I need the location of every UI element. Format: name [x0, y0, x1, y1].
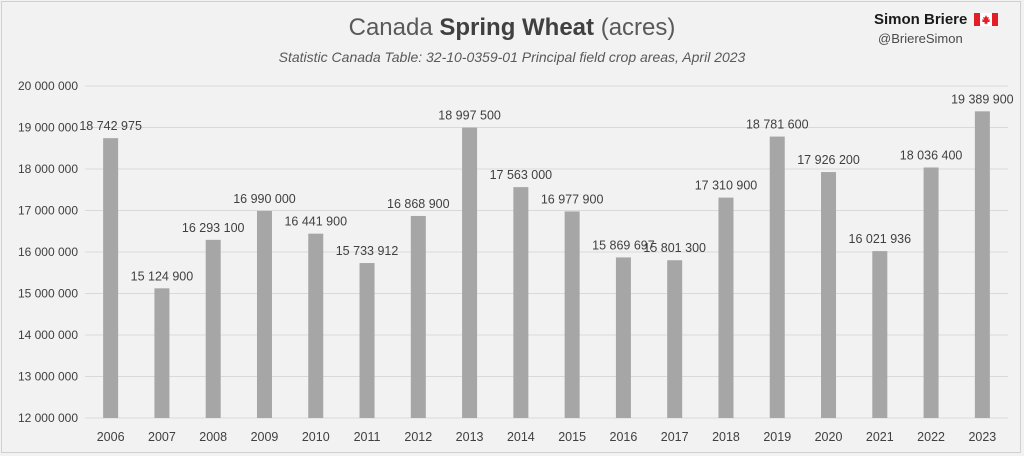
chart-title: Canada Spring Wheat (acres)	[0, 14, 1024, 42]
y-axis: 12 000 000 13 000 000 14 000 000 15 000 000…	[18, 79, 78, 425]
brand-handle: @BriereSimon	[878, 31, 963, 46]
data-label-2011: 15 733 912	[336, 244, 399, 258]
data-label-2010: 16 441 900	[284, 215, 347, 229]
bar-2017	[667, 260, 683, 418]
x-tick-label: 2023	[968, 430, 996, 444]
bar-2016	[615, 257, 631, 418]
title-unit: (acres)	[600, 14, 676, 41]
data-label-2008: 16 293 100	[182, 221, 245, 235]
y-tick-label: 16 000 000	[18, 245, 78, 259]
data-label-2007: 15 124 900	[131, 269, 194, 283]
data-label-2021: 16 021 936	[849, 232, 912, 246]
x-tick-label: 2010	[302, 430, 330, 444]
data-label-2016: 15 869 697	[592, 238, 655, 252]
grid-lines	[85, 85, 1008, 419]
bars	[103, 111, 990, 418]
y-tick-label: 20 000 000	[18, 79, 78, 93]
data-label-2022: 18 036 400	[900, 148, 963, 162]
x-tick-label: 2020	[815, 430, 843, 444]
brand-block: Simon Briere @BriereSimon	[874, 11, 1014, 46]
data-label-2009: 16 990 000	[233, 192, 296, 206]
x-tick-label: 2014	[507, 430, 535, 444]
brand-name-row: Simon Briere	[874, 11, 1014, 28]
brand-name: Simon Briere	[874, 11, 968, 28]
bar-2006	[103, 138, 119, 418]
x-tick-label: 2018	[712, 430, 740, 444]
data-label-2020: 17 926 200	[797, 153, 860, 167]
data-label-2006: 18 742 975	[79, 119, 142, 133]
x-axis: 2006 2007 2008 2009 2010 2011 2012 2013 2014 2015…	[97, 430, 997, 444]
y-tick-label: 13 000 000	[18, 370, 78, 384]
x-tick-label: 2013	[456, 430, 484, 444]
bar-2019	[769, 136, 785, 418]
bar-2020	[821, 172, 837, 418]
bar-2012	[410, 215, 426, 418]
data-label-2023: 19 389 900	[951, 92, 1014, 106]
bar-2015	[564, 211, 580, 418]
data-label-2013: 18 997 500	[438, 109, 501, 123]
data-label-2018: 17 310 900	[695, 179, 758, 193]
data-label-2015: 16 977 900	[541, 192, 604, 206]
data-label-2017: 15 801 300	[643, 241, 706, 255]
bar-2011	[359, 263, 375, 418]
y-tick-label: 14 000 000	[18, 328, 78, 342]
x-tick-label: 2006	[97, 430, 125, 444]
canada-flag-icon	[974, 13, 999, 26]
title-plain: Canada	[348, 14, 433, 41]
bar-2023	[974, 111, 990, 418]
data-labels: 18 742 975 15 124 900 16 293 100 16 990 000…	[79, 92, 1013, 283]
bar-2010	[308, 233, 324, 418]
y-tick-label: 19 000 000	[18, 121, 78, 135]
data-label-2019: 18 781 600	[746, 118, 809, 132]
y-tick-label: 17 000 000	[18, 204, 78, 218]
x-tick-label: 2022	[917, 430, 945, 444]
y-tick-label: 12 000 000	[18, 411, 78, 425]
data-label-2014: 17 563 000	[490, 168, 553, 182]
x-tick-label: 2009	[251, 430, 279, 444]
x-tick-label: 2021	[866, 430, 894, 444]
bar-2009	[256, 210, 272, 418]
x-tick-label: 2007	[148, 430, 176, 444]
data-label-2012: 16 868 900	[387, 197, 450, 211]
x-tick-label: 2008	[199, 430, 227, 444]
x-tick-label: 2019	[763, 430, 791, 444]
bar-2014	[513, 187, 529, 418]
x-tick-label: 2011	[354, 430, 381, 444]
x-tick-label: 2017	[661, 430, 689, 444]
x-tick-label: 2015	[558, 430, 586, 444]
bar-2021	[872, 251, 888, 418]
chart-subtitle: Statistic Canada Table: 32-10-0359-01 Pr…	[278, 49, 746, 65]
title-bold: Spring Wheat	[439, 14, 595, 41]
bar-2007	[154, 288, 170, 418]
x-tick-label: 2012	[404, 430, 432, 444]
y-tick-label: 18 000 000	[18, 162, 78, 176]
bar-2018	[718, 197, 734, 418]
bar-2008	[205, 239, 221, 418]
y-tick-label: 15 000 000	[18, 287, 78, 301]
x-tick-label: 2016	[610, 430, 638, 444]
bar-2022	[923, 167, 939, 418]
bar-2013	[462, 127, 478, 418]
